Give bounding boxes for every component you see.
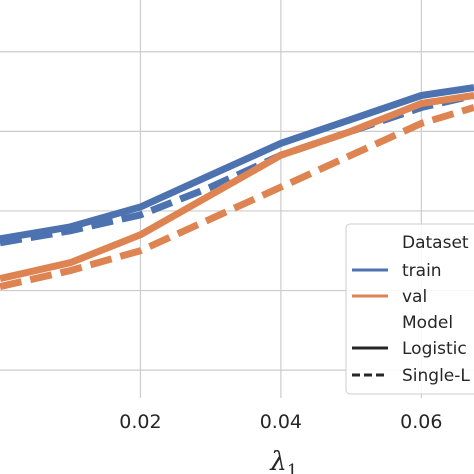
legend-title-model: Model <box>402 313 453 333</box>
x-tick-label-1: 0.04 <box>260 411 302 433</box>
legend-title-dataset: Dataset <box>402 233 469 253</box>
legend-label-logistic: Logistic <box>402 339 467 359</box>
legend-box <box>345 223 474 395</box>
x-axis-label-subscript: 1 <box>287 461 298 474</box>
x-tick-label-0: 0.02 <box>119 411 161 433</box>
legend: Dataset train val Model Logistic Single-… <box>345 223 474 395</box>
x-tick-labels: 0.02 0.04 0.06 <box>119 411 442 433</box>
x-axis-label-symbol: λ <box>269 447 286 474</box>
series-line-val-single-l <box>0 104 474 291</box>
x-axis-label: λ1 <box>269 447 297 474</box>
legend-label-train: train <box>402 261 442 281</box>
grid-lines <box>0 0 474 398</box>
legend-label-single-l: Single-L <box>402 366 470 386</box>
series-layer <box>0 84 474 291</box>
legend-label-val: val <box>402 287 427 307</box>
series-line-val-logistic <box>0 92 474 283</box>
x-tick-label-2: 0.06 <box>400 411 442 433</box>
series-line-train-logistic <box>0 84 474 243</box>
